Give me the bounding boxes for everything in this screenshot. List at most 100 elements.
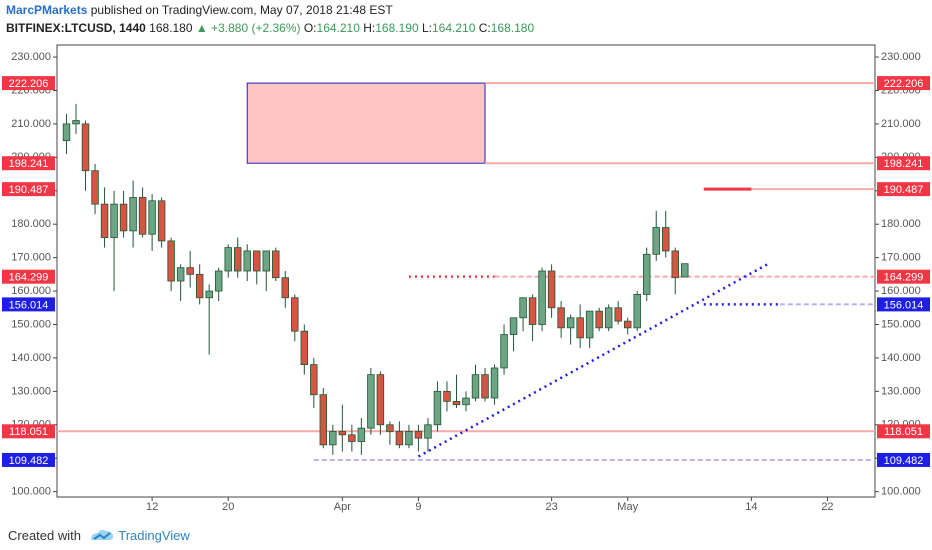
- level-label: 118.051: [884, 426, 923, 438]
- h-label: H:: [363, 21, 376, 35]
- candle-body: [671, 250, 679, 279]
- y-tick-label: 180.000: [881, 218, 921, 230]
- candle-body: [119, 203, 128, 232]
- level-label: 109.482: [9, 455, 49, 467]
- level-label: 222.206: [9, 78, 49, 90]
- candle-body: [319, 394, 328, 446]
- brand[interactable]: TradingView: [118, 528, 190, 543]
- y-tick-label: 140.000: [881, 352, 921, 364]
- candle-body: [395, 431, 404, 446]
- candle-body: [62, 123, 71, 142]
- level-box: [877, 452, 930, 467]
- y-tick-label: 160.000: [881, 285, 921, 297]
- level-box: [877, 269, 930, 284]
- last: 168.180: [149, 21, 193, 35]
- level-box: [2, 269, 55, 284]
- y-tick-label: 150.000: [881, 318, 921, 330]
- candle-body: [566, 317, 575, 329]
- author[interactable]: MarcPMarkets: [6, 3, 88, 17]
- footer: Created with TradingView: [8, 524, 190, 543]
- y-tick-label: 140.000: [11, 352, 51, 364]
- candle-body: [224, 247, 232, 272]
- x-tick-label: 12: [146, 501, 158, 513]
- candle-body: [376, 374, 385, 426]
- candle-body: [595, 310, 603, 329]
- y-tick-label: 130.000: [11, 385, 51, 397]
- candle-body: [281, 277, 290, 299]
- level-box: [2, 76, 55, 91]
- level-label: 198.241: [884, 158, 924, 170]
- candle-body: [214, 270, 223, 292]
- level-box: [877, 182, 930, 197]
- level-box: [877, 297, 930, 312]
- y-tick-label: 150.000: [11, 318, 51, 330]
- c-label: C:: [478, 21, 491, 35]
- candle-body: [500, 334, 508, 369]
- candle-body: [471, 374, 480, 399]
- created: Created with: [8, 528, 81, 543]
- candle-body: [414, 431, 423, 439]
- candle-body: [233, 247, 242, 272]
- candle-body: [547, 270, 556, 309]
- level-box: [877, 424, 930, 439]
- candle-body: [338, 431, 347, 436]
- level-label: 164.299: [9, 272, 49, 284]
- y-tick-label: 100.000: [881, 486, 921, 498]
- candle-body: [681, 263, 689, 278]
- c: 168.180: [490, 21, 535, 35]
- level-box: [2, 297, 55, 312]
- candle-body: [424, 424, 432, 439]
- candle-body: [633, 294, 641, 329]
- y-tick-label: 230.000: [11, 51, 51, 63]
- candle-body: [557, 307, 565, 329]
- candle-body: [291, 297, 299, 332]
- y-tick-label: 170.000: [881, 252, 921, 264]
- candle-body: [167, 240, 175, 282]
- trendline: [417, 261, 771, 458]
- candle-body: [157, 200, 166, 242]
- o-label: O:: [303, 21, 317, 35]
- y-tick-label: 160.000: [11, 285, 51, 297]
- candle-body: [148, 200, 156, 235]
- candle-body: [176, 267, 185, 282]
- candle-body: [585, 310, 594, 339]
- candle-body: [443, 390, 451, 402]
- quote-line: BITFINEX:LTCUSD, 1440 168.180 ▲ +3.880 (…: [6, 21, 534, 35]
- candle-body: [490, 367, 499, 399]
- symbol: BITFINEX:LTCUSD, 1440: [6, 21, 146, 35]
- candle-body: [138, 197, 147, 235]
- candle-body: [195, 273, 204, 299]
- level-label: 190.487: [884, 184, 924, 196]
- h: 168.190: [375, 21, 419, 35]
- candle-body: [509, 317, 518, 335]
- candle-body: [367, 374, 375, 429]
- candle-body: [462, 397, 470, 406]
- candle-body: [300, 330, 309, 366]
- logo: [90, 529, 113, 540]
- level-box: [2, 452, 55, 467]
- candle-body: [357, 427, 366, 442]
- level-box: [877, 76, 930, 91]
- candle-body: [91, 170, 99, 205]
- candle-body: [576, 317, 584, 339]
- x-tick-label: 22: [821, 501, 833, 513]
- l: 164.210: [432, 21, 476, 35]
- level-label: 190.487: [9, 184, 49, 196]
- level-label: 156.014: [884, 299, 924, 311]
- zone: [246, 82, 486, 164]
- candle-body: [100, 203, 109, 238]
- candle-body: [652, 227, 660, 255]
- candle-body: [272, 250, 280, 279]
- level-label: 109.482: [884, 455, 924, 467]
- level-box: [2, 156, 55, 171]
- level-label: 156.014: [9, 299, 49, 311]
- x-tick-label: 14: [745, 501, 757, 513]
- candle-body: [433, 390, 442, 426]
- candle-body: [452, 400, 461, 406]
- level-label: 222.206: [884, 78, 924, 90]
- candle-body: [262, 250, 270, 272]
- candle-body: [81, 123, 90, 172]
- y-tick-label: 180.000: [11, 218, 51, 230]
- published: published on TradingView.com, May 07, 20…: [90, 3, 393, 17]
